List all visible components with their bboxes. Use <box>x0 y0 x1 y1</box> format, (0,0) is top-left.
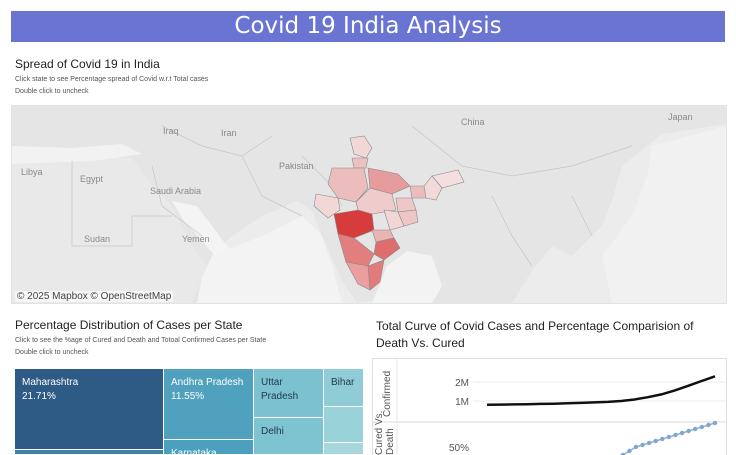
map-label-china: China <box>461 117 485 127</box>
cured-percent-point[interactable] <box>640 442 645 448</box>
state-jharkhand[interactable] <box>395 197 417 213</box>
treemap-cell-uttar-pradesh[interactable]: Uttar Pradesh <box>254 369 323 417</box>
cured-percent-point[interactable] <box>627 448 632 454</box>
treemap-cell-minor-2[interactable] <box>324 443 363 454</box>
map-label-iran: Iran <box>221 128 237 138</box>
cured-percent-point[interactable] <box>693 426 698 432</box>
treemap-section-subtitle-2: Double click to uncheck <box>15 349 89 356</box>
y-tick-1m: 1M <box>455 397 469 408</box>
map-canvas: Iraq Iran Libya Egypt Saudi Arabia Sudan… <box>12 106 726 303</box>
bay-of-bengal <box>372 251 442 303</box>
dashboard-title-banner: Covid 19 India Analysis <box>11 11 725 42</box>
treemap-cell-bihar[interactable]: Bihar <box>324 369 363 406</box>
cured-percent-point[interactable] <box>712 420 718 426</box>
treemap-cell-karnataka[interactable]: Karnataka <box>164 440 253 454</box>
cured-percent-point[interactable] <box>699 424 704 430</box>
cured-percent-point[interactable] <box>706 422 711 428</box>
confirmed-axis-label: Confirmed <box>382 371 393 417</box>
map-section-subtitle-2: Double click to uncheck <box>15 88 89 95</box>
treemap-cell-delhi[interactable]: Delhi <box>254 418 323 454</box>
pacific-ocean <box>602 126 726 303</box>
cured-percent-point[interactable] <box>653 438 658 444</box>
treemap-cell-label: Maharashtra <box>22 377 79 388</box>
state-jammu-kashmir[interactable] <box>349 135 373 159</box>
cured-percent-point[interactable] <box>673 432 678 438</box>
cured-percent-point[interactable] <box>686 428 691 434</box>
treemap-cell-label: Uttar Pradesh <box>261 377 299 402</box>
curve-title-line-2: Death Vs. Cured <box>376 336 465 350</box>
covid-curve-chart[interactable]: Confirmed Cured Vs. Death 2M 1M 50% <box>372 358 727 455</box>
africa-land <box>12 156 207 303</box>
treemap-cell-label: Bihar <box>331 377 355 388</box>
treemap-section-title: Percentage Distribution of Cases per Sta… <box>15 318 243 332</box>
state-uttar-pradesh[interactable] <box>367 167 411 195</box>
state-kerala[interactable] <box>345 261 371 291</box>
cured-percent-point[interactable] <box>633 444 639 450</box>
curve-chart-svg: Confirmed Cured Vs. Death 2M 1M 50% <box>373 359 726 455</box>
curve-title-line-1: Total Curve of Covid Cases and Percentag… <box>376 319 694 333</box>
map-label-pakistan: Pakistan <box>279 161 314 171</box>
cured-death-axis-label-line-2: Death <box>385 428 396 455</box>
map-label-iraq: Iraq <box>163 126 179 136</box>
cured-death-axis-label-line-1: Cured Vs. <box>374 411 385 455</box>
dashboard-title: Covid 19 India Analysis <box>234 13 502 39</box>
cured-percent-point[interactable] <box>679 430 685 436</box>
treemap-section-subtitle-1: Click to see the %age of Cured and Death… <box>15 337 267 344</box>
treemap-cell-label: Andhra Pradesh <box>171 377 244 388</box>
mediterranean-sea <box>12 144 142 164</box>
state-west-bengal[interactable] <box>423 175 443 201</box>
cured-percent-point[interactable] <box>666 434 672 440</box>
map-label-saudi-arabia: Saudi Arabia <box>150 186 201 196</box>
cured-percent-point[interactable] <box>660 436 665 442</box>
map-section-subtitle-1: Click state to see Percentage spread of … <box>15 76 209 83</box>
treemap-cell-other[interactable] <box>15 450 163 454</box>
cured-percent-points <box>620 420 718 455</box>
treemap-cell-andhra-pradesh[interactable]: Andhra Pradesh 11.55% <box>164 369 253 439</box>
state-punjab[interactable] <box>351 157 369 169</box>
y-tick-50pct: 50% <box>449 443 469 454</box>
treemap-cell-maharashtra[interactable]: Maharashtra 21.71% <box>15 369 163 449</box>
map-label-yemen: Yemen <box>182 234 210 244</box>
treemap-cell-label: Delhi <box>261 426 284 437</box>
cured-percent-line <box>621 422 716 455</box>
country-borders <box>71 125 633 267</box>
cured-percent-point[interactable] <box>646 440 652 446</box>
map-label-sudan: Sudan <box>84 234 110 244</box>
state-andhra-pradesh[interactable] <box>373 237 401 261</box>
state-karnataka[interactable] <box>337 233 375 267</box>
confirmed-cases-line <box>486 375 716 407</box>
treemap-cell-minor-1[interactable] <box>324 407 363 442</box>
curve-section-title: Total Curve of Covid Cases and Percentag… <box>376 318 694 352</box>
treemap-cell-value: 21.71% <box>22 391 56 402</box>
india-states[interactable] <box>313 135 465 291</box>
arabian-sea <box>197 216 342 303</box>
india-map[interactable]: Iraq Iran Libya Egypt Saudi Arabia Sudan… <box>11 105 727 304</box>
treemap-cell-label: Karnataka <box>171 448 217 454</box>
y-tick-2m: 2M <box>455 378 469 389</box>
map-attribution[interactable]: © 2025 Mapbox © OpenStreetMap <box>15 291 174 302</box>
map-label-japan: Japan <box>668 112 693 122</box>
state-treemap: Maharashtra 21.71% Andhra Pradesh 11.55%… <box>15 369 363 454</box>
map-label-libya: Libya <box>21 167 43 177</box>
red-sea <box>172 201 237 264</box>
map-label-egypt: Egypt <box>80 174 104 184</box>
treemap-cell-value: 11.55% <box>171 391 205 402</box>
state-chhattisgarh[interactable] <box>383 209 405 231</box>
map-section-title: Spread of Covid 19 in India <box>15 57 160 71</box>
